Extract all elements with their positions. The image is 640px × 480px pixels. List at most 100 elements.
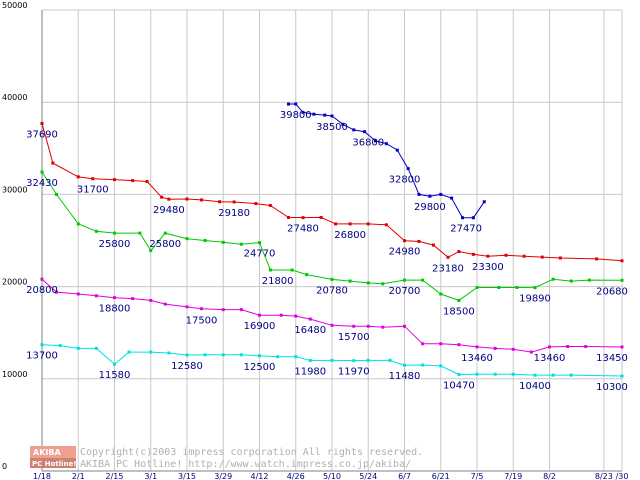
data-point <box>381 282 385 286</box>
data-point <box>55 290 58 294</box>
series-lines <box>40 102 624 378</box>
data-point <box>352 359 356 363</box>
data-point <box>540 255 544 259</box>
data-point <box>421 363 425 367</box>
data-label: 29180 <box>218 208 250 219</box>
data-point <box>439 192 443 196</box>
data-label: 20780 <box>316 285 348 296</box>
data-label: 19890 <box>519 294 551 305</box>
data-point <box>403 324 406 328</box>
series-line <box>41 171 623 301</box>
data-point <box>511 372 515 376</box>
data-point <box>457 250 461 254</box>
data-point <box>131 179 135 183</box>
data-point <box>403 278 406 282</box>
data-point <box>439 342 443 346</box>
data-label: 16900 <box>244 321 276 332</box>
data-point <box>94 229 98 233</box>
x-tick-label: 5/10 <box>323 472 341 480</box>
data-point <box>334 222 338 226</box>
data-point <box>276 355 280 359</box>
x-tick-label: 2/1 <box>72 472 85 480</box>
data-point <box>566 345 570 349</box>
data-label: 29800 <box>414 202 446 213</box>
data-point <box>40 343 44 347</box>
data-point <box>58 344 62 348</box>
data-point <box>76 222 80 226</box>
data-point <box>551 277 555 281</box>
data-point <box>113 362 116 366</box>
data-point <box>439 364 443 368</box>
data-point <box>145 179 149 183</box>
series-line <box>288 103 485 219</box>
data-point <box>366 281 370 285</box>
data-point <box>515 286 519 290</box>
x-tick-label: 5/24 <box>359 472 377 480</box>
data-point <box>76 175 80 179</box>
data-point <box>185 353 189 357</box>
data-point <box>558 256 562 260</box>
data-point <box>348 279 352 283</box>
data-point <box>91 177 95 181</box>
data-point <box>439 292 443 296</box>
data-label: 24980 <box>389 247 421 258</box>
data-point <box>301 216 305 220</box>
data-point <box>403 363 406 367</box>
data-point <box>203 353 207 357</box>
data-point <box>403 239 406 243</box>
data-labels: 39800 38500 36800 32800 29800 27470 37690 31700… <box>26 110 628 393</box>
data-point <box>51 161 55 165</box>
data-label: 10300 <box>596 382 628 393</box>
grid <box>41 9 623 472</box>
y-tick-label: 50000 <box>2 1 27 10</box>
data-point <box>312 112 316 116</box>
data-point <box>330 277 334 281</box>
data-point <box>40 277 44 281</box>
data-label: 23300 <box>472 262 504 273</box>
data-label: 15700 <box>338 332 370 343</box>
footer-watermark: AKIBA PC Hotline! Copyright(c)2003 impre… <box>30 446 423 470</box>
data-point <box>221 353 225 357</box>
data-point <box>232 200 236 204</box>
data-point <box>290 268 294 272</box>
data-point <box>417 192 421 196</box>
data-label: 27470 <box>450 224 482 235</box>
data-label: 13700 <box>26 351 58 362</box>
logo-box-top <box>30 446 76 458</box>
data-label: 13460 <box>534 353 566 364</box>
data-point <box>381 325 385 329</box>
data-point <box>569 373 573 377</box>
copyright-line: Copyright(c)2003 impress corporation All… <box>80 447 423 458</box>
data-point <box>417 239 421 243</box>
data-point <box>620 259 624 263</box>
data-label: 13460 <box>461 353 493 364</box>
data-label: 16480 <box>294 325 326 336</box>
data-point <box>548 345 551 349</box>
data-label: 12580 <box>171 361 203 372</box>
data-point <box>587 278 591 282</box>
data-point <box>200 198 203 202</box>
x-tick-label: 3/29 <box>214 472 232 480</box>
data-point <box>239 353 243 357</box>
data-point <box>457 372 461 376</box>
x-tick-label: 1/18 <box>33 472 51 480</box>
data-point <box>239 308 243 312</box>
data-point <box>167 197 171 201</box>
data-point <box>352 324 356 328</box>
data-point <box>149 249 153 253</box>
data-point <box>475 372 479 376</box>
data-point <box>620 278 624 282</box>
data-label: 10470 <box>443 380 475 391</box>
data-point <box>149 298 153 302</box>
data-point <box>254 202 258 206</box>
data-point <box>308 359 312 363</box>
y-tick-label: 10000 <box>2 370 27 379</box>
data-point <box>76 346 80 350</box>
data-point <box>620 345 624 349</box>
x-tick-label: 7/19 <box>504 472 522 480</box>
data-point <box>529 350 533 354</box>
data-point <box>323 113 327 117</box>
data-point <box>258 313 261 317</box>
data-point <box>533 286 537 290</box>
